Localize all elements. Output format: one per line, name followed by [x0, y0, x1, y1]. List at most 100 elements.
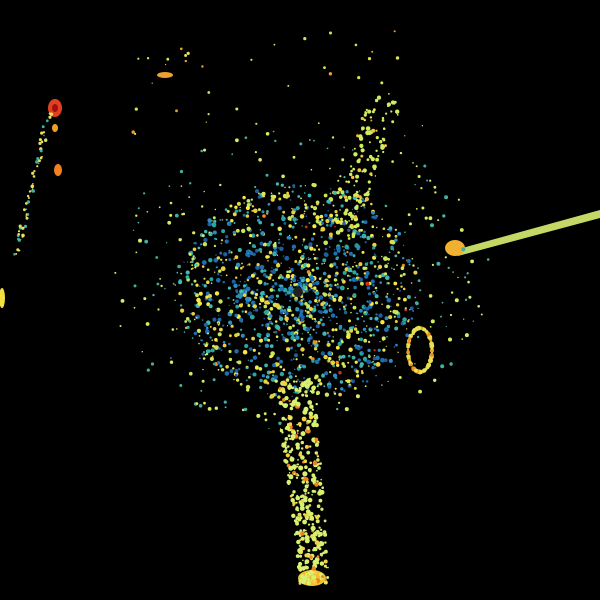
cloud-speck: [192, 247, 197, 252]
outer-speck: [375, 375, 377, 377]
cloud-speck: [325, 255, 327, 258]
tail-speck: [281, 380, 286, 385]
cloud-speck: [318, 340, 321, 343]
plume-speck: [375, 157, 379, 162]
cloud-speck: [326, 342, 331, 347]
cloud-speck: [216, 361, 221, 365]
tail-speck: [303, 459, 308, 464]
cloud-speck: [345, 311, 348, 313]
cloud-speck: [288, 267, 291, 269]
outer-speck: [364, 385, 367, 388]
cloud-speck: [361, 220, 365, 224]
plume-speck: [352, 167, 356, 171]
cloud-speck: [347, 234, 350, 237]
cloud-speck: [214, 291, 220, 296]
cloud-speck: [241, 310, 244, 313]
tail-speck: [290, 498, 295, 503]
tail-speck: [291, 386, 295, 390]
cloud-speck: [350, 225, 354, 230]
outer-speck: [304, 390, 308, 394]
cloud-speck: [302, 238, 306, 241]
cloud-speck: [232, 230, 237, 235]
cloud-speck: [312, 206, 318, 211]
cloud-speck: [360, 331, 363, 334]
cloud-speck: [374, 294, 379, 299]
outer-speck: [174, 299, 176, 301]
cloud-speck: [229, 369, 234, 374]
cloud-speck: [368, 313, 370, 315]
outer-speck: [135, 214, 138, 217]
outer-speck: [235, 138, 239, 143]
cloud-speck: [349, 297, 353, 301]
cloud-speck: [303, 252, 305, 255]
tail-speck: [306, 422, 309, 425]
tail-speck: [307, 468, 312, 472]
tail-speck: [282, 403, 288, 409]
cloud-speck: [239, 206, 241, 209]
cloud-speck: [282, 255, 285, 257]
cloud-speck: [312, 328, 315, 331]
cloud-speck: [198, 285, 201, 288]
sky-speck: [184, 54, 188, 57]
sky-speck: [370, 119, 373, 122]
cloud-speck: [216, 256, 221, 260]
cloud-speck: [386, 324, 391, 329]
cloud-speck: [314, 320, 317, 323]
cloud-speck: [350, 302, 353, 305]
cloud-speck: [277, 241, 281, 245]
cloud-speck: [250, 359, 253, 363]
cloud-speck: [293, 368, 296, 371]
cloud-speck: [283, 309, 287, 313]
tail-speck: [291, 493, 294, 497]
streak-speck: [41, 125, 45, 129]
cloud-speck: [334, 225, 336, 228]
cloud-speck: [373, 354, 376, 357]
outer-speck: [176, 328, 178, 330]
plume-speck: [396, 114, 399, 116]
cloud-speck: [258, 247, 263, 252]
cloud-speck: [312, 232, 316, 236]
cloud-speck: [329, 264, 332, 268]
outer-speck: [179, 169, 184, 174]
cloud-speck: [304, 309, 307, 312]
streak-speck: [25, 208, 28, 211]
cloud-speck: [313, 289, 316, 292]
streak-speck: [19, 238, 22, 241]
cloud-speck: [388, 251, 391, 254]
cloud-speck: [364, 241, 367, 244]
cloud-speck: [323, 193, 328, 198]
cloud-speck: [267, 276, 272, 280]
cloud-speck: [287, 308, 292, 312]
cloud-speck: [396, 303, 400, 307]
cloud-speck: [317, 351, 319, 353]
tail-speck: [288, 399, 291, 403]
cloud-speck: [353, 327, 358, 331]
tail-speck: [308, 555, 310, 558]
cloud-speck: [201, 319, 204, 321]
cloud-speck: [334, 283, 337, 287]
cloud-speck: [372, 357, 377, 361]
tail-speck: [309, 461, 313, 465]
cloud-speck: [301, 225, 303, 227]
outer-speck: [159, 278, 162, 280]
tail-speck: [303, 579, 307, 582]
cloud-speck: [321, 218, 324, 222]
cloud-speck: [279, 371, 285, 377]
cloud-speck: [371, 215, 375, 219]
outer-speck: [381, 336, 386, 341]
tail-speck: [308, 411, 314, 417]
cloud-speck: [250, 273, 255, 278]
sky-speck: [250, 58, 253, 61]
outer-speck: [243, 407, 248, 412]
cloud-speck: [263, 317, 265, 320]
outer-speck: [133, 306, 136, 309]
cloud-speck: [308, 283, 313, 288]
cloud-speck: [303, 200, 305, 202]
cloud-speck: [229, 334, 232, 338]
cloud-speck: [374, 253, 376, 255]
plume-speck: [374, 98, 379, 103]
cloud-speck: [291, 225, 295, 229]
plume-speck: [370, 174, 373, 177]
cloud-speck: [238, 317, 244, 323]
tail-speck: [306, 378, 311, 383]
